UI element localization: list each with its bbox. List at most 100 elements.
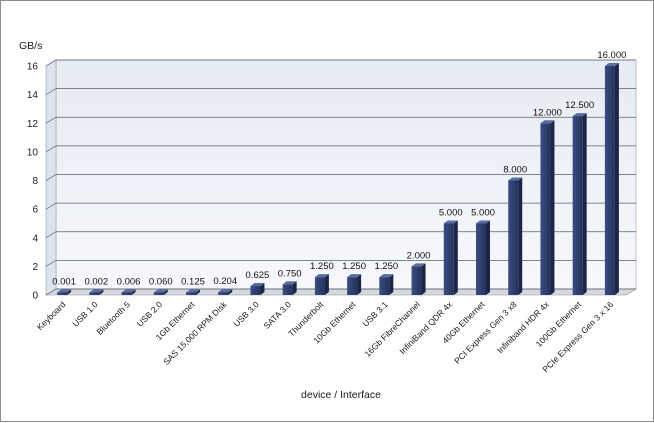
data-labels: 0.001 0.002 0.006 0.060 0.125 0.204 0.625 0.750… xyxy=(52,50,626,288)
y-axis-label: GB/s xyxy=(19,40,42,52)
bar xyxy=(379,274,394,295)
bar-side xyxy=(486,220,490,295)
bar-front xyxy=(347,277,358,295)
y-tick-label: 6 xyxy=(32,205,38,216)
gridline xyxy=(45,116,636,124)
y-tick-label: 16 xyxy=(27,62,39,73)
x-axis-label: device / Interface xyxy=(301,389,381,401)
bar-top xyxy=(508,177,523,181)
bar-side xyxy=(614,63,619,295)
bar xyxy=(186,289,200,295)
bar xyxy=(508,177,523,295)
bar-front xyxy=(508,180,519,295)
bars xyxy=(57,63,619,295)
x-tick-label: PCI Express Gen 3 x8 xyxy=(452,299,519,366)
bar xyxy=(572,113,587,295)
bar-front xyxy=(218,292,229,295)
data-label: 8.000 xyxy=(503,165,527,176)
bar xyxy=(57,289,72,295)
bar xyxy=(121,289,136,295)
bar-side xyxy=(582,113,587,295)
bar-top xyxy=(218,289,233,293)
data-label: 2.000 xyxy=(407,250,431,261)
bar-top xyxy=(604,63,619,66)
x-tick-label: 16Gb FibreChannel xyxy=(362,299,422,359)
data-label: 5.000 xyxy=(439,207,463,218)
bar-side xyxy=(67,289,72,295)
y-tick-label: 8 xyxy=(32,176,38,187)
gridline xyxy=(45,59,636,67)
y-tick-label: 4 xyxy=(32,233,38,244)
y-tick-label: 0 xyxy=(32,291,38,302)
gridline xyxy=(45,145,636,153)
bar-front xyxy=(282,284,293,295)
bar-side xyxy=(228,289,233,295)
bar-top xyxy=(443,220,458,224)
bar-side xyxy=(163,289,168,295)
bar-top xyxy=(411,263,426,267)
bar-front xyxy=(314,277,325,295)
data-label: 0.125 xyxy=(181,277,205,288)
gridline xyxy=(45,260,636,267)
gridlines xyxy=(45,59,636,296)
bar xyxy=(153,289,168,295)
bar xyxy=(314,274,329,295)
bar xyxy=(476,220,490,295)
bar-top xyxy=(476,220,490,224)
bar xyxy=(443,220,458,295)
bar-top xyxy=(89,289,104,293)
bar-front xyxy=(250,286,261,295)
bar xyxy=(411,263,426,295)
gridline xyxy=(45,288,636,296)
data-label: 0.060 xyxy=(149,277,173,288)
bar-top xyxy=(186,289,200,293)
x-tick-label: Keyboard xyxy=(35,299,68,332)
x-tick-label: SAS 15,000 RPM Disk xyxy=(161,299,229,367)
data-label: 1.250 xyxy=(374,261,398,272)
x-tick-label: USB 3.1 xyxy=(360,299,390,329)
bar-front xyxy=(540,123,551,295)
data-label: 16.000 xyxy=(597,50,626,61)
data-label: 0.625 xyxy=(246,270,270,281)
bar-top xyxy=(572,113,587,117)
y-tick-label: 14 xyxy=(27,90,39,101)
bar-side xyxy=(324,274,329,295)
bar xyxy=(540,120,555,295)
y-tick-label: 12 xyxy=(27,119,39,130)
bar-front xyxy=(379,277,390,295)
bar xyxy=(282,281,297,295)
y-axis-ticks: 0 2 4 6 8 10 12 14 16 xyxy=(27,62,39,302)
data-label: 0.750 xyxy=(278,268,302,279)
bar-side xyxy=(357,274,362,295)
bar-side xyxy=(260,283,265,295)
gridline xyxy=(45,174,636,181)
x-tick-label: SATA 3.0 xyxy=(262,299,294,331)
gridline xyxy=(45,202,636,210)
bar xyxy=(218,289,233,295)
bar xyxy=(347,274,362,295)
data-label: 1.250 xyxy=(310,261,334,272)
bar-top xyxy=(121,289,136,293)
bar-side xyxy=(389,274,394,295)
data-label: 0.001 xyxy=(52,277,76,288)
y-tick-label: 2 xyxy=(32,262,38,273)
x-tick-label: USB 3.0 xyxy=(231,299,261,329)
x-tick-label: USB 1.0 xyxy=(70,299,100,329)
bar xyxy=(250,283,265,295)
bar-side xyxy=(99,289,104,295)
bar-top xyxy=(153,289,168,293)
bar-side xyxy=(453,220,458,295)
bar-front xyxy=(476,223,486,295)
bar xyxy=(89,289,104,295)
x-tick-label: Bluetooth 5 xyxy=(94,299,132,337)
gridline xyxy=(45,231,636,239)
data-label: 0.002 xyxy=(84,277,108,288)
bar-front xyxy=(153,292,164,295)
bar-top xyxy=(250,283,265,287)
data-label: 1.250 xyxy=(342,261,366,272)
bar-top xyxy=(57,289,72,293)
bar-top xyxy=(282,281,297,285)
